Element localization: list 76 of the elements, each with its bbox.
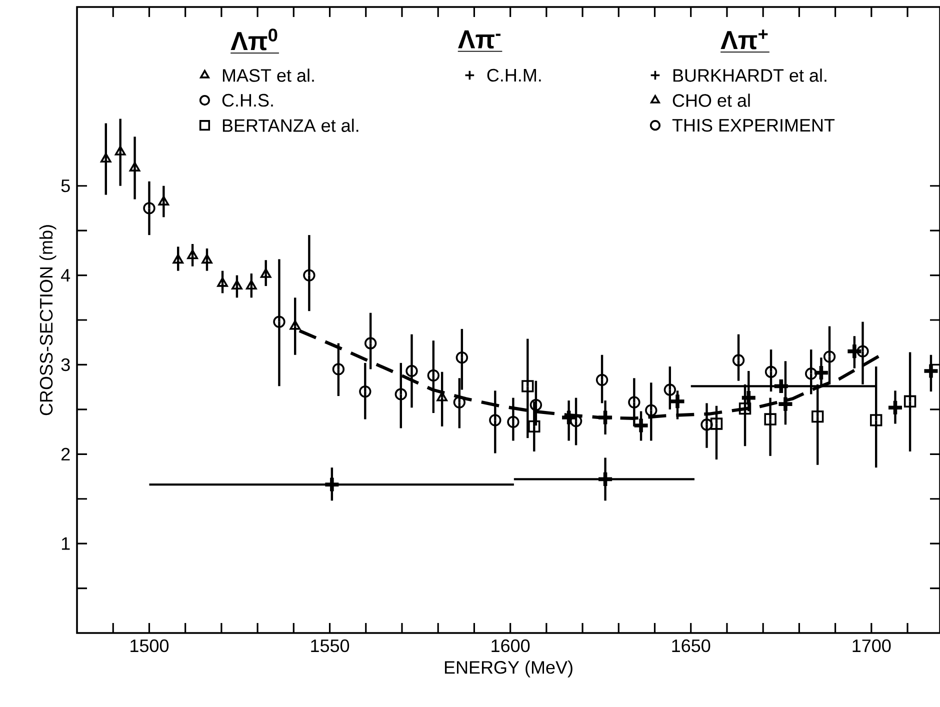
point xyxy=(364,337,377,350)
point xyxy=(260,268,272,278)
legend-label: BURKHARDT et al. xyxy=(673,68,826,82)
y-axis-title: CROSS-SECTION (mb) xyxy=(39,225,56,416)
point xyxy=(453,396,466,408)
point xyxy=(904,395,916,408)
point xyxy=(114,146,126,156)
point xyxy=(202,254,212,264)
point xyxy=(217,277,228,287)
point xyxy=(290,320,301,330)
x-tick-label: 1550 xyxy=(311,639,350,652)
point xyxy=(143,202,156,214)
point xyxy=(427,369,440,382)
point xyxy=(596,470,614,488)
point xyxy=(303,269,316,282)
point xyxy=(406,364,418,378)
point xyxy=(359,385,372,398)
y-tick-label: 3 xyxy=(61,358,70,372)
point xyxy=(764,413,776,426)
point xyxy=(596,408,614,426)
point xyxy=(812,410,824,423)
y-tick-label: 2 xyxy=(62,448,70,460)
point xyxy=(732,354,745,366)
legend-label: MAST et al. xyxy=(222,68,314,82)
point xyxy=(332,363,345,376)
point xyxy=(273,316,286,328)
point xyxy=(628,396,640,408)
point xyxy=(158,196,170,206)
x-tick-label: 1500 xyxy=(130,639,169,652)
point xyxy=(394,388,407,400)
x-tick-label: 1650 xyxy=(672,639,710,652)
point xyxy=(489,414,502,426)
point xyxy=(530,398,542,412)
point xyxy=(172,254,184,264)
annotation: Λπ$^{+}$ xyxy=(720,30,768,50)
legend-label: C.H.S. xyxy=(222,94,273,107)
annotation: Λπ$^{0}$ xyxy=(230,28,278,50)
point xyxy=(456,351,468,364)
point xyxy=(129,162,140,172)
point xyxy=(187,250,198,260)
point xyxy=(812,364,830,382)
point xyxy=(596,374,608,386)
x-axis-title: ENERGY (MeV) xyxy=(444,660,572,678)
point xyxy=(846,342,864,360)
point xyxy=(922,362,940,380)
point xyxy=(528,420,540,433)
point xyxy=(710,418,723,430)
legend-label: CHO et al xyxy=(672,94,750,107)
point xyxy=(645,404,658,416)
legend-label: THIS EXPERIMENT xyxy=(672,118,835,132)
legend-label: C.H.M. xyxy=(487,68,541,82)
point xyxy=(870,414,882,426)
point xyxy=(632,416,650,434)
point xyxy=(805,368,818,380)
x-tick-label: 1600 xyxy=(492,639,530,652)
point xyxy=(740,389,758,406)
point xyxy=(507,416,520,428)
point xyxy=(246,280,257,290)
point xyxy=(823,350,836,363)
point xyxy=(700,418,713,431)
point xyxy=(323,476,341,494)
point xyxy=(776,395,794,413)
point xyxy=(886,398,904,416)
point xyxy=(772,378,790,395)
y-tick-label: 1 xyxy=(62,537,70,550)
legend-label: BERTANZA et al. xyxy=(222,118,358,132)
annotation: Λπ$^{-}$ xyxy=(458,30,500,49)
y-tick-label: 4 xyxy=(61,269,70,282)
point xyxy=(522,380,534,392)
point xyxy=(100,152,112,163)
point xyxy=(764,366,778,378)
point xyxy=(738,402,752,415)
y-tick-label: 5 xyxy=(61,180,70,192)
point xyxy=(232,280,242,290)
point xyxy=(856,345,869,358)
x-tick-label: 1700 xyxy=(852,639,891,652)
